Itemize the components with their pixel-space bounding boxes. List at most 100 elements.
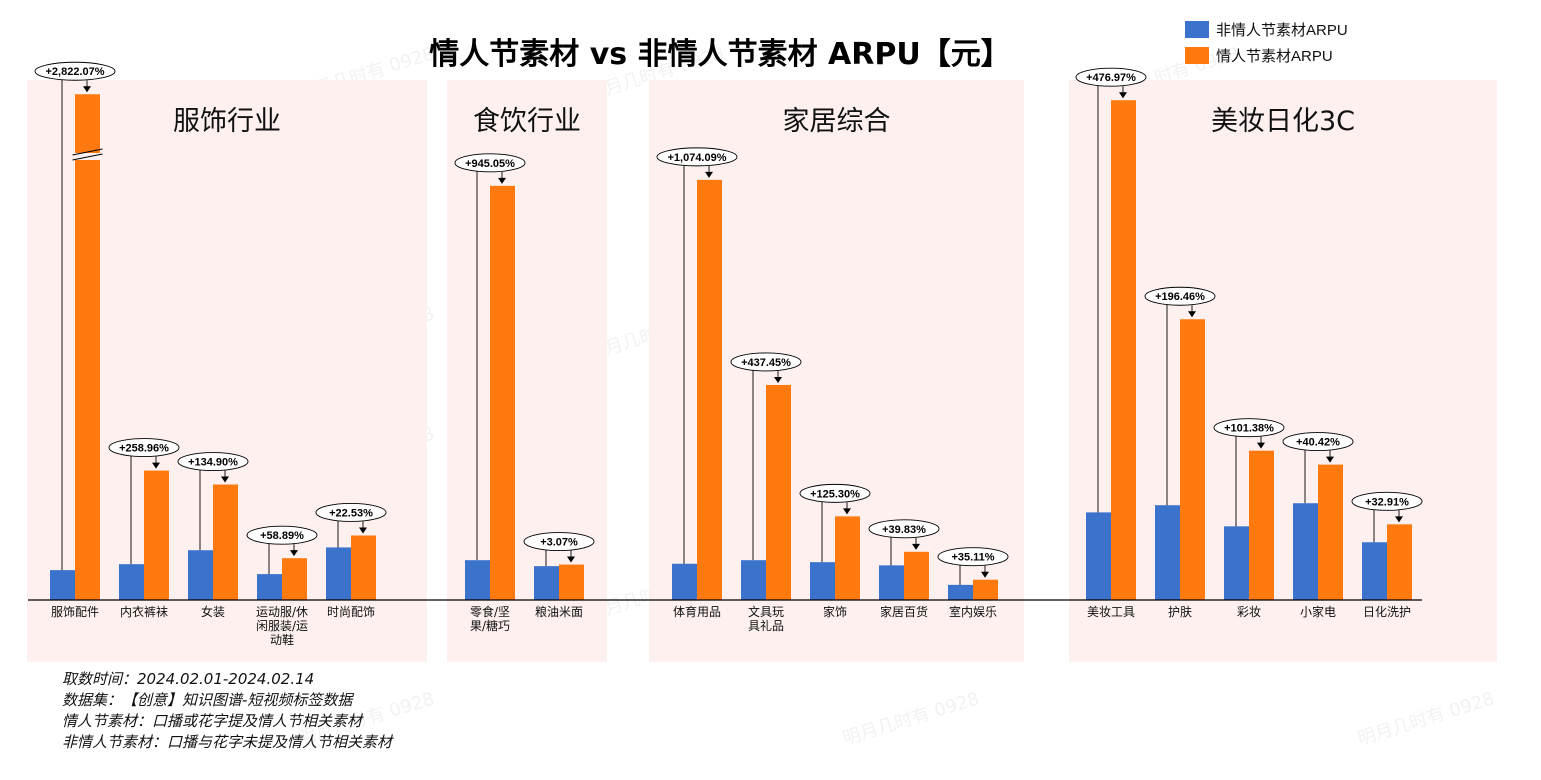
annotation-ellipse <box>1144 286 1216 306</box>
annotation-ellipse <box>799 483 871 503</box>
legend-label-non-valentine: 非情人节素材ARPU <box>1216 22 1348 39</box>
percent-change-label: +22.53% <box>329 507 373 519</box>
annotation-ellipse <box>1282 432 1354 452</box>
footnote-dataset: 数据集：【创意】知识图谱-短视频标签数据 <box>62 691 354 709</box>
annotation-ellipse <box>1075 67 1147 87</box>
bar-non-valentine <box>741 560 766 600</box>
panel-background <box>1069 80 1497 662</box>
footnote-date-range: 取数时间：2024.02.01-2024.02.14 <box>62 670 314 688</box>
bar-valentine <box>1180 319 1205 600</box>
annotation-arrowhead <box>1326 456 1334 463</box>
legend-label-valentine: 情人节素材ARPU <box>1216 48 1333 65</box>
bar-non-valentine <box>948 584 973 600</box>
bar-non-valentine <box>672 563 697 600</box>
watermark-text: 明月几时有 0928 <box>1355 688 1496 749</box>
category-label: 家饰 <box>823 604 847 619</box>
category-label: 粮油米面 <box>535 604 583 619</box>
bar-non-valentine <box>465 560 490 600</box>
bar-non-valentine <box>1293 503 1318 600</box>
percent-change-label: +134.90% <box>188 457 238 469</box>
annotation-arrowhead <box>221 476 229 483</box>
percent-change-label: +2,822.07% <box>45 66 104 78</box>
category-label: 时尚配饰 <box>327 605 375 619</box>
percent-change-label: +945.05% <box>465 158 515 170</box>
bar-valentine <box>144 470 169 600</box>
bar-non-valentine <box>1155 505 1180 600</box>
bar-non-valentine <box>257 574 282 600</box>
axis-break-line <box>72 148 103 156</box>
annotation-arrowhead <box>705 171 713 178</box>
percent-change-label: +125.30% <box>810 488 860 500</box>
bar-non-valentine <box>879 565 904 600</box>
category-label: 室内娱乐 <box>949 604 997 619</box>
bar-non-valentine <box>1224 526 1249 600</box>
bar-non-valentine <box>119 564 144 600</box>
panel-title: 家居综合 <box>783 106 891 137</box>
bar-valentine <box>351 535 376 600</box>
annotation-ellipse <box>177 452 249 471</box>
annotation-ellipse <box>1213 418 1285 438</box>
category-label: 文具玩 <box>748 604 784 619</box>
category-label: 美妆工具 <box>1087 605 1135 619</box>
percent-change-label: +258.96% <box>119 443 169 455</box>
bar-valentine <box>75 94 100 600</box>
bar-non-valentine <box>326 547 351 600</box>
percent-change-label: +3.07% <box>540 537 578 549</box>
category-label: 家居百货 <box>880 604 928 619</box>
chart-title: 情人节素材 vs 非情人节素材 ARPU【元】 <box>429 37 1010 72</box>
annotation-arrowhead <box>567 556 575 563</box>
watermark-text: 明月几时有 0928 <box>840 688 981 749</box>
footnote-valentine-definition: 情人节素材：口播或花字提及情人节相关素材 <box>62 712 364 730</box>
annotation-arrowhead <box>1395 516 1403 523</box>
legend-swatch-valentine <box>1185 47 1209 64</box>
annotation-arrowhead <box>1119 92 1127 99</box>
annotation-arrowhead <box>498 177 506 184</box>
panel-title: 食饮行业 <box>473 106 581 137</box>
percent-change-label: +437.45% <box>741 357 791 369</box>
category-label: 具礼品 <box>748 618 784 633</box>
annotation-ellipse <box>937 547 1009 567</box>
percent-change-label: +196.46% <box>1155 291 1205 303</box>
annotation-ellipse <box>108 438 180 458</box>
category-label: 闲服装/运 <box>256 619 308 633</box>
percent-change-label: +101.38% <box>1224 423 1274 435</box>
bar-valentine <box>213 484 238 600</box>
bar-non-valentine <box>1362 542 1387 600</box>
category-label: 日化洗护 <box>1363 605 1411 619</box>
annotation-ellipse <box>730 352 802 372</box>
axis-break-line <box>72 153 103 161</box>
annotation-arrowhead <box>359 527 367 534</box>
bar-non-valentine <box>50 570 75 600</box>
category-label: 零食/坚 <box>470 604 510 619</box>
legend: 非情人节素材ARPU 情人节素材ARPU <box>1185 21 1348 65</box>
bar-valentine <box>835 516 860 600</box>
bar-valentine <box>559 564 584 600</box>
bar-valentine <box>697 179 722 601</box>
annotation-ellipse <box>523 532 595 552</box>
category-label: 动鞋 <box>270 632 294 647</box>
bar-valentine <box>1111 100 1136 600</box>
annotation-ellipse <box>868 519 940 539</box>
annotation-arrowhead <box>290 550 298 557</box>
annotation-ellipse <box>454 153 526 173</box>
annotation-arrowhead <box>981 571 989 578</box>
category-label: 女装 <box>201 604 225 619</box>
bar-non-valentine <box>1086 512 1111 600</box>
bar-valentine <box>282 558 307 600</box>
annotation-arrowhead <box>843 508 851 515</box>
bar-valentine <box>766 384 791 600</box>
annotation-arrowhead <box>1257 442 1265 449</box>
annotation-ellipse <box>656 147 738 167</box>
annotation-arrowhead <box>912 543 920 550</box>
category-label: 服饰配件 <box>51 605 99 619</box>
bar-valentine <box>490 185 515 601</box>
category-label: 小家电 <box>1300 604 1336 619</box>
percent-change-label: +32.91% <box>1365 496 1409 508</box>
bar-valentine <box>1249 450 1274 600</box>
annotation-arrowhead <box>774 376 782 383</box>
footnote-non-valentine-definition: 非情人节素材：口播与花字未提及情人节相关素材 <box>62 733 394 751</box>
annotation-ellipse <box>1351 491 1423 511</box>
footnotes: 取数时间：2024.02.01-2024.02.14 数据集：【创意】知识图谱-… <box>62 670 394 751</box>
bar-non-valentine <box>188 550 213 600</box>
annotation-arrowhead <box>152 462 160 469</box>
